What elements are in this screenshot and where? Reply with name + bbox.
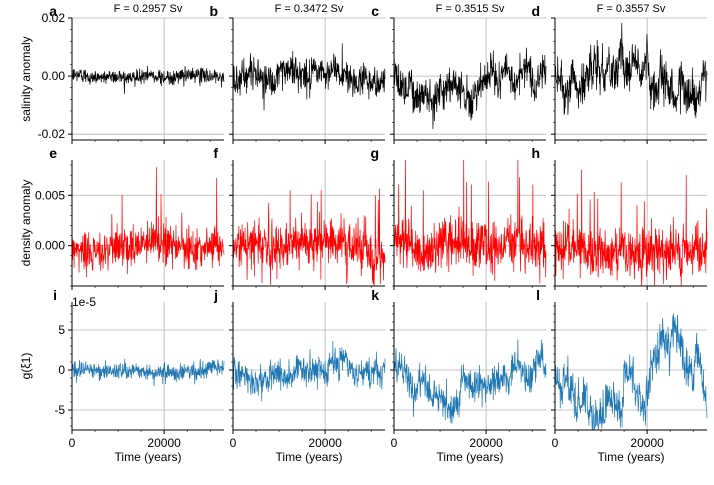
panel-f: f (213, 145, 386, 290)
series-line-salinity (232, 43, 386, 111)
y-tick-label: 0.005 (35, 188, 65, 202)
series-line-g (71, 358, 225, 387)
x-tick-label: 20000 (308, 436, 342, 450)
y-axis-label-g: g(ξ1) (19, 353, 33, 380)
column-title: F = 0.3515 Sv (436, 3, 505, 15)
panel-h: h (531, 145, 708, 290)
series-line-density (393, 159, 547, 284)
x-axis-label: Time (years) (276, 450, 343, 464)
series-line-salinity (554, 23, 708, 119)
x-tick-label: 0 (69, 436, 76, 450)
series-line-density (71, 167, 225, 278)
panel-letter: c (371, 3, 379, 19)
series-line-density (554, 169, 708, 287)
y-tick-label: 0 (58, 363, 65, 377)
panel-letter: l (536, 287, 540, 303)
x-tick-label: 20000 (147, 436, 181, 450)
x-axis-label: Time (years) (115, 450, 182, 464)
x-axis-label: Time (years) (598, 450, 665, 464)
series-line-g (554, 313, 708, 431)
series-line-density (232, 188, 386, 287)
panel-letter: k (371, 287, 379, 303)
series-line-salinity (393, 47, 547, 129)
panel-letter: h (531, 145, 540, 161)
y-tick-label: 0.000 (35, 239, 65, 253)
panel-d: d F = 0.3557 Sv (531, 3, 708, 144)
panel-letter: a (49, 3, 57, 19)
panel-c: c F = 0.3515 Sv (371, 3, 547, 144)
panel-letter: g (370, 145, 379, 161)
y-axis-label-density: density anomaly (19, 180, 33, 267)
y-tick-label: 0.00 (42, 69, 66, 83)
panel-e: 0.000 0.005 e (35, 145, 225, 290)
series-line-salinity (71, 65, 225, 94)
y-tick-label: 0.02 (42, 11, 66, 25)
column-title: F = 0.2957 Sv (114, 3, 183, 15)
series-line-g (393, 339, 547, 424)
y-offset-label: 1e-5 (72, 295, 96, 309)
y-tick-label: -0.02 (38, 127, 66, 141)
x-axis-label: Time (years) (437, 450, 504, 464)
column-title: F = 0.3472 Sv (275, 3, 344, 15)
x-tick-label: 20000 (469, 436, 503, 450)
y-tick-label: -5 (54, 403, 65, 417)
x-tick-label: 0 (552, 436, 559, 450)
panel-letter: b (209, 3, 218, 19)
panel-g: g (370, 145, 547, 290)
x-tick-label: 0 (230, 436, 237, 450)
x-tick-label: 0 (391, 436, 398, 450)
panel-letter: e (49, 145, 57, 161)
panel-letter: f (213, 145, 218, 161)
column-title: F = 0.3557 Sv (597, 3, 666, 15)
y-tick-label: 5 (58, 323, 65, 337)
y-axis-label-salinity: salinity anomaly (19, 36, 33, 121)
panel-letter: j (213, 287, 218, 303)
panel-a: -0.02 0.00 0.02a F = 0.2957 Sv (38, 3, 225, 144)
panel-letter: d (531, 3, 540, 19)
x-tick-label: 20000 (630, 436, 664, 450)
panel-letter: i (53, 287, 57, 303)
series-line-g (232, 340, 386, 402)
panel-b: b F = 0.3472 Sv (209, 3, 386, 144)
